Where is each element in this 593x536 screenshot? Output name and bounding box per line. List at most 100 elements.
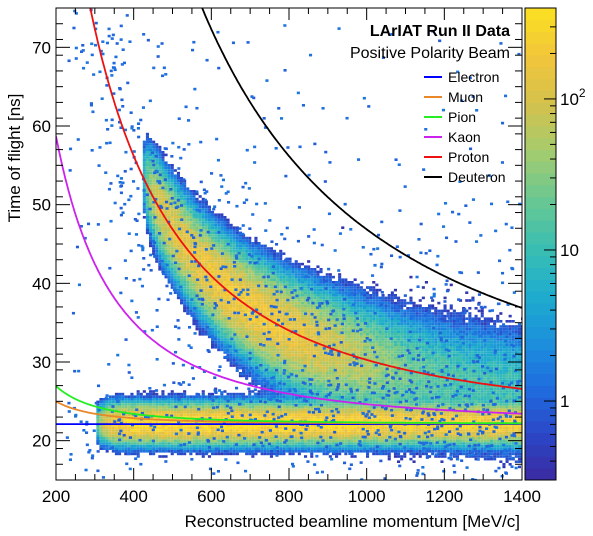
heatmap-bin — [223, 400, 227, 404]
heatmap-bin — [201, 304, 205, 307]
heatmap-bin — [279, 307, 283, 310]
heatmap-bin — [114, 392, 118, 396]
heatmap-bin — [245, 242, 249, 245]
heatmap-bin — [238, 413, 242, 417]
heatmap-bin — [155, 411, 159, 414]
heatmap-bin — [139, 429, 143, 432]
heatmap-bin — [269, 317, 273, 320]
heatmap-bin — [257, 395, 261, 398]
heatmap-bin — [164, 223, 168, 227]
heatmap-bin — [273, 364, 277, 367]
heatmap-bin — [251, 330, 255, 333]
heatmap-bin — [266, 429, 270, 432]
heatmap-bin — [167, 268, 171, 271]
heatmap-bin — [211, 426, 215, 430]
heatmap-bin — [211, 346, 215, 349]
heatmap-bin — [331, 304, 335, 307]
heatmap-bin — [217, 309, 221, 313]
heatmap-bin — [294, 307, 298, 310]
heatmap-bin — [254, 348, 258, 352]
heatmap-bin — [229, 307, 233, 310]
heatmap-bin — [304, 377, 308, 380]
heatmap-bin — [195, 437, 199, 440]
heatmap-bin — [269, 286, 273, 289]
heatmap-bin — [273, 307, 277, 310]
heatmap-bin — [328, 369, 332, 372]
heatmap-bin — [232, 411, 236, 414]
heatmap-bin — [108, 437, 112, 440]
heatmap-bin — [248, 330, 252, 333]
heatmap-bin — [198, 444, 202, 448]
heatmap-bin — [195, 216, 199, 219]
heatmap-bin — [158, 161, 162, 164]
heatmap-bin — [145, 145, 149, 149]
heatmap-bin — [294, 299, 298, 302]
heatmap-bin — [294, 359, 298, 362]
heatmap-bin — [269, 314, 273, 318]
heatmap-bin — [152, 395, 156, 398]
heatmap-bin — [319, 408, 323, 411]
heatmap-bin — [328, 447, 332, 450]
heatmap-bin — [279, 348, 283, 352]
heatmap-bin — [192, 218, 196, 222]
heatmap-bin — [291, 304, 295, 307]
heatmap-bin — [145, 151, 149, 154]
heatmap-bin — [294, 450, 298, 453]
heatmap-bin — [195, 442, 199, 445]
heatmap-bin — [108, 418, 112, 422]
heatmap-bin — [263, 307, 267, 310]
heatmap-bin — [180, 216, 184, 219]
heatmap-bin — [251, 353, 255, 357]
heatmap-bin — [99, 411, 103, 414]
heatmap-bin — [232, 426, 236, 430]
heatmap-bin — [142, 151, 146, 154]
heatmap-bin — [279, 281, 283, 284]
heatmap-bin — [242, 291, 246, 294]
heatmap-bin — [335, 424, 339, 427]
heatmap-bin — [254, 400, 258, 404]
heatmap-bin — [142, 184, 146, 188]
heatmap-bin — [304, 408, 308, 411]
heatmap-bin — [276, 314, 280, 318]
heatmap-bin — [269, 372, 273, 375]
heatmap-bin — [235, 249, 239, 253]
heatmap-bin — [161, 161, 165, 164]
heatmap-bin — [167, 392, 171, 396]
heatmap-bin — [149, 164, 153, 167]
heatmap-bin — [273, 314, 277, 318]
heatmap-bin — [158, 439, 162, 443]
heatmap-bin — [313, 426, 317, 430]
heatmap-bin — [176, 424, 180, 427]
heatmap-bin — [118, 413, 122, 417]
heatmap-bin — [263, 325, 267, 328]
heatmap-bin — [186, 281, 190, 284]
heatmap-bin — [266, 312, 270, 315]
heatmap-bin — [229, 231, 233, 235]
heatmap-bin — [111, 442, 115, 445]
heatmap-bin — [220, 348, 224, 352]
heatmap-bin — [300, 377, 304, 380]
heatmap-bin — [229, 392, 233, 396]
heatmap-bin — [195, 421, 199, 424]
heatmap-bin — [192, 281, 196, 284]
heatmap-bin — [294, 411, 298, 414]
heatmap-bin — [307, 431, 311, 435]
heatmap-bin — [316, 416, 320, 419]
heatmap-bin — [257, 364, 261, 367]
heatmap-bin — [257, 338, 261, 341]
heatmap-bin — [266, 439, 270, 443]
heatmap-bin — [257, 333, 261, 336]
heatmap-bin — [226, 255, 230, 258]
heatmap-bin — [223, 244, 227, 248]
heatmap-bin — [158, 229, 162, 232]
heatmap-bin — [313, 283, 317, 287]
heatmap-bin — [285, 442, 289, 445]
heatmap-bin — [282, 268, 286, 271]
heatmap-bin — [170, 403, 174, 406]
heatmap-bin — [124, 418, 128, 422]
heatmap-bin — [170, 392, 174, 396]
heatmap-bin — [285, 278, 289, 281]
heatmap-bin — [214, 226, 218, 229]
heatmap-bin — [195, 265, 199, 268]
heatmap-bin — [238, 325, 242, 328]
